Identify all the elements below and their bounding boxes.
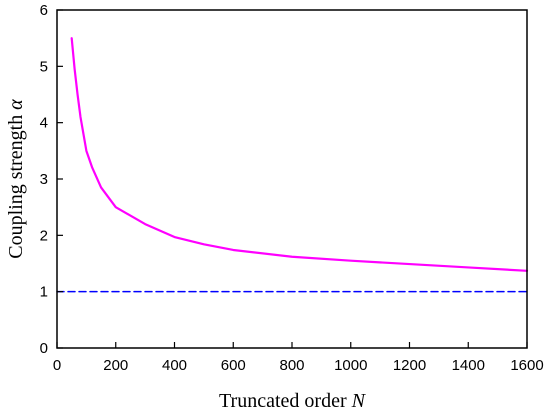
y-tick-label-2: 2	[40, 227, 48, 244]
x-tick-label-2: 400	[162, 357, 187, 374]
x-tick-label-1: 200	[103, 357, 128, 374]
x-tick-label-4: 800	[279, 357, 304, 374]
x-tick-label-6: 1200	[393, 357, 426, 374]
y-tick-label-0: 0	[40, 340, 48, 357]
y-axis-label-text: Coupling strength	[5, 115, 27, 259]
x-tick-label-0: 0	[53, 357, 61, 374]
y-axis-label: Coupling strength α	[5, 99, 27, 259]
ticks-layer: 0 200 400 600 800 1000 1200 1400 1600 0 1 2 3 4 5 6	[40, 2, 544, 374]
x-tick-label-5: 1000	[334, 357, 367, 374]
series-line-0	[70, 37, 529, 272]
x-axis-label-var: N	[351, 390, 367, 412]
x-axis-label: Truncated order N	[219, 390, 367, 412]
x-tick-label-7: 1400	[452, 357, 485, 374]
y-axis-label-var: α	[5, 99, 27, 110]
y-tick-label-6: 6	[40, 2, 48, 19]
y-tick-label-3: 3	[40, 171, 48, 188]
x-tick-label-8: 1600	[510, 357, 543, 374]
series-layer	[56, 37, 529, 293]
x-axis-label-text: Truncated order	[219, 390, 347, 412]
y-tick-label-1: 1	[40, 284, 48, 301]
y-tick-label-4: 4	[40, 115, 48, 132]
y-tick-label-5: 5	[40, 58, 48, 75]
x-tick-label-3: 600	[221, 357, 246, 374]
plot-frame	[56, 9, 528, 349]
